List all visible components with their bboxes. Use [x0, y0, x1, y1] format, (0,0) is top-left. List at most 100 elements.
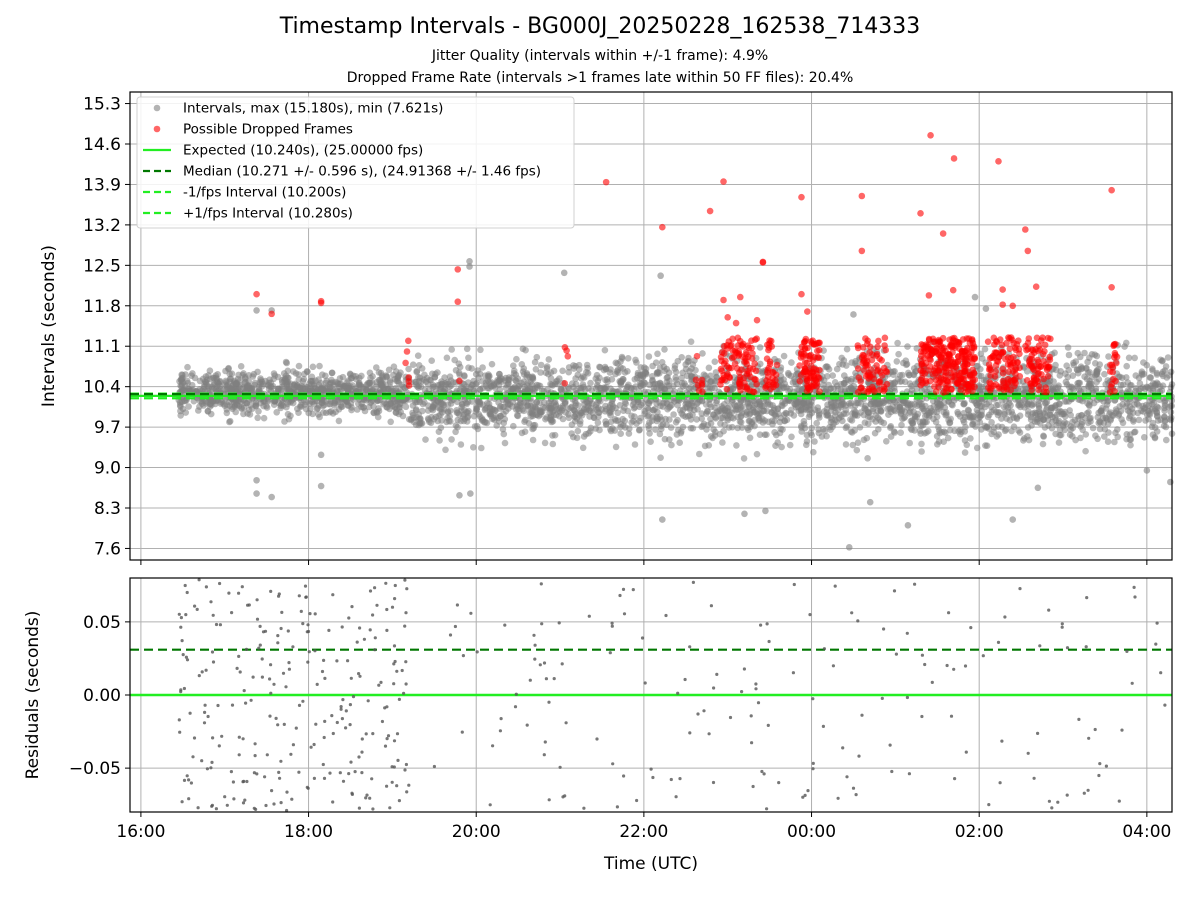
- interval-point: [838, 413, 845, 421]
- interval-point: [510, 362, 517, 370]
- interval-point: [771, 417, 778, 425]
- residual-point: [344, 726, 348, 730]
- interval-point: [657, 454, 664, 462]
- dropped-frame-point: [917, 348, 925, 355]
- residual-point: [253, 742, 257, 746]
- interval-point: [483, 404, 490, 412]
- interval-point: [500, 430, 508, 438]
- interval-point: [1091, 351, 1099, 359]
- interval-point: [345, 382, 352, 390]
- residual-point: [833, 584, 837, 588]
- residual-point: [331, 593, 335, 597]
- residual-point: [269, 663, 273, 667]
- residual-point: [751, 784, 755, 789]
- interval-point: [448, 346, 456, 353]
- interval-point: [983, 442, 991, 450]
- interval-point: [444, 414, 451, 422]
- dropped-frame-point: [986, 364, 994, 372]
- interval-point: [360, 403, 367, 411]
- interval-point: [1048, 424, 1056, 432]
- interval-point: [745, 403, 753, 410]
- residual-point: [180, 639, 184, 643]
- interval-point: [327, 387, 334, 394]
- residual-point: [373, 636, 377, 640]
- residual-point: [303, 584, 308, 588]
- residual-point: [209, 766, 213, 770]
- residual-point: [177, 718, 181, 722]
- interval-point: [1078, 418, 1086, 426]
- interval-point: [974, 401, 981, 409]
- dropped-frame-point: [739, 343, 747, 350]
- interval-outlier-point: [866, 498, 874, 506]
- interval-point: [841, 372, 848, 379]
- dropped-frame-point: [854, 365, 862, 372]
- residual-point: [197, 674, 201, 678]
- interval-point: [961, 449, 969, 456]
- interval-point: [476, 400, 483, 408]
- dropped-frame-point: [931, 339, 938, 346]
- interval-point: [1063, 362, 1070, 370]
- interval-point: [275, 385, 282, 393]
- interval-point: [212, 374, 220, 382]
- dropped-frame-point: [1010, 353, 1017, 361]
- residual-point: [294, 726, 298, 730]
- interval-point: [1056, 431, 1064, 439]
- interval-point: [664, 373, 671, 381]
- interval-point: [1111, 438, 1118, 446]
- interval-point: [1135, 402, 1143, 409]
- interval-point: [270, 397, 278, 405]
- residual-point: [351, 695, 356, 699]
- interval-point: [1063, 398, 1070, 405]
- interval-point: [661, 346, 668, 353]
- dropped-frame-point: [925, 292, 933, 299]
- residual-point: [260, 657, 264, 661]
- interval-point: [831, 379, 839, 386]
- residual-point: [405, 587, 409, 591]
- interval-point: [400, 383, 408, 391]
- dropped-frame-point: [1011, 376, 1018, 384]
- dropped-frame-point: [1040, 375, 1047, 383]
- residual-point: [255, 598, 259, 602]
- residual-point: [289, 752, 293, 756]
- interval-point: [443, 354, 451, 362]
- interval-point: [890, 428, 898, 435]
- interval-point: [559, 415, 567, 423]
- interval-point: [988, 419, 995, 426]
- interval-point: [839, 361, 846, 368]
- interval-point: [373, 364, 380, 371]
- residual-point: [216, 703, 220, 708]
- dropped-frame-point: [992, 368, 999, 375]
- residual-point: [276, 723, 280, 727]
- interval-point: [574, 427, 582, 435]
- dropped-frame-point: [1021, 226, 1029, 233]
- interval-point: [637, 414, 644, 422]
- interval-point: [545, 399, 553, 407]
- interval-point: [463, 345, 471, 353]
- interval-point: [923, 418, 930, 426]
- dropped-frame-point: [1006, 345, 1014, 353]
- dropped-frame-point: [1046, 363, 1053, 370]
- chart-subtitle-dropped: Dropped Frame Rate (intervals >1 frames …: [346, 70, 854, 86]
- dropped-frame-point: [984, 338, 992, 346]
- residual-point: [371, 613, 375, 617]
- dropped-frame-point: [942, 369, 950, 377]
- interval-point: [248, 387, 256, 394]
- intervals-y-tick-label: 9.7: [94, 418, 121, 438]
- residual-point: [180, 800, 184, 804]
- interval-point: [531, 358, 539, 366]
- interval-point: [771, 405, 778, 412]
- interval-point: [1103, 401, 1111, 408]
- residual-point: [379, 680, 383, 685]
- interval-point: [495, 399, 502, 406]
- dropped-frame-point: [956, 369, 963, 377]
- interval-outlier-point: [317, 482, 325, 490]
- interval-point: [918, 448, 925, 455]
- interval-point: [838, 354, 845, 362]
- dropped-frame-point: [736, 351, 743, 358]
- residual-point: [404, 762, 408, 767]
- interval-point: [482, 379, 490, 386]
- interval-point: [335, 417, 343, 425]
- interval-point: [315, 411, 322, 418]
- interval-outlier-point: [982, 305, 990, 312]
- interval-point: [373, 383, 380, 391]
